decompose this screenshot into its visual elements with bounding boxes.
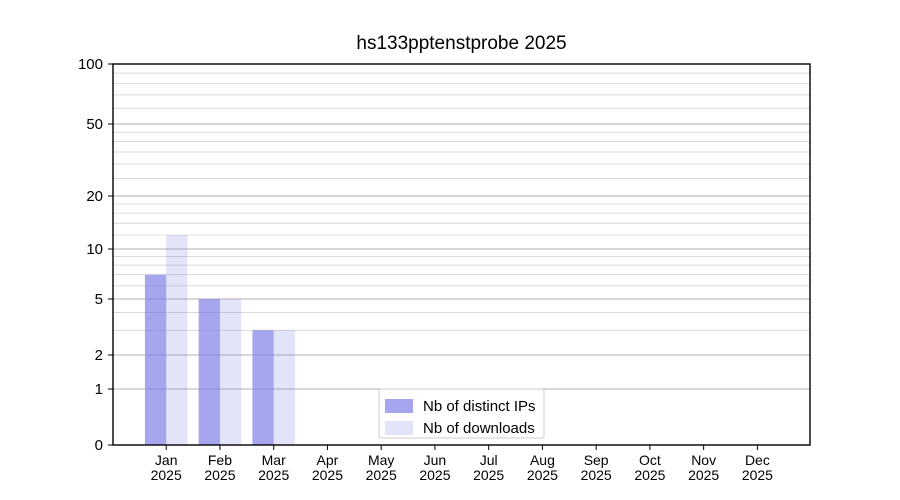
svg-text:Nb of distinct IPs: Nb of distinct IPs	[423, 398, 536, 415]
svg-text:Nov: Nov	[691, 452, 716, 468]
svg-text:2025: 2025	[742, 467, 773, 483]
svg-text:2025: 2025	[366, 467, 397, 483]
svg-text:2025: 2025	[258, 467, 289, 483]
svg-text:Nb of downloads: Nb of downloads	[423, 420, 535, 437]
svg-text:20: 20	[86, 188, 103, 205]
svg-text:2025: 2025	[634, 467, 665, 483]
svg-text:0: 0	[95, 437, 103, 454]
svg-text:Mar: Mar	[262, 452, 286, 468]
svg-text:2: 2	[95, 347, 103, 364]
svg-text:2025: 2025	[527, 467, 558, 483]
svg-text:Jul: Jul	[480, 452, 498, 468]
svg-text:2025: 2025	[151, 467, 182, 483]
svg-text:50: 50	[86, 116, 103, 133]
svg-text:May: May	[368, 452, 394, 468]
svg-text:Apr: Apr	[317, 452, 339, 468]
svg-text:2025: 2025	[312, 467, 343, 483]
svg-text:10: 10	[86, 241, 103, 258]
svg-text:hs133pptenstprobe 2025: hs133pptenstprobe 2025	[356, 33, 566, 54]
svg-text:Feb: Feb	[208, 452, 232, 468]
svg-text:2025: 2025	[688, 467, 719, 483]
svg-text:Aug: Aug	[530, 452, 555, 468]
svg-text:1: 1	[95, 381, 103, 398]
svg-text:Jan: Jan	[155, 452, 178, 468]
svg-text:Sep: Sep	[584, 452, 609, 468]
svg-text:Jun: Jun	[424, 452, 447, 468]
svg-text:5: 5	[95, 291, 103, 308]
svg-text:2025: 2025	[473, 467, 504, 483]
svg-text:Oct: Oct	[639, 452, 661, 468]
svg-text:2025: 2025	[419, 467, 450, 483]
svg-text:2025: 2025	[581, 467, 612, 483]
svg-text:2025: 2025	[204, 467, 235, 483]
svg-text:100: 100	[78, 56, 103, 73]
svg-text:Dec: Dec	[745, 452, 770, 468]
